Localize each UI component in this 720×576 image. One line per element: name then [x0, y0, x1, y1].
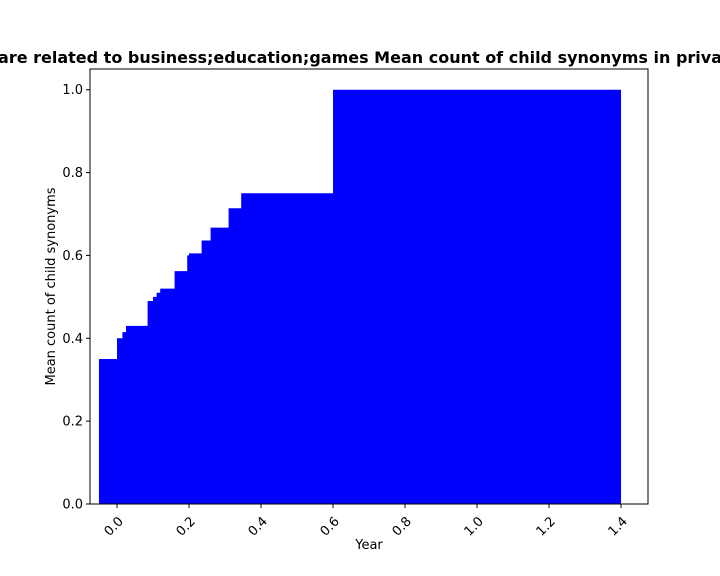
x-tick-label: 0.8: [390, 514, 415, 539]
series-area: [99, 89, 621, 504]
x-tick-label: 0.2: [174, 514, 199, 539]
plot-area: [99, 89, 621, 504]
y-tick-label: 0.2: [62, 415, 83, 430]
y-tick-label: 0.8: [62, 166, 83, 181]
x-axis-label: Year: [354, 538, 383, 553]
chart-title: are related to business;education;games …: [0, 48, 720, 67]
x-tick-label: 1.2: [534, 514, 559, 539]
y-axis-label: Mean count of child synonyms: [44, 187, 59, 385]
axes-frame: [89, 68, 649, 505]
y-tick-label: 0.0: [62, 498, 83, 513]
x-tick-label: 0.6: [318, 514, 343, 539]
y-tick-label: 1.0: [62, 83, 83, 98]
y-tick-label: 0.4: [62, 332, 83, 347]
x-tick-label: 1.4: [606, 514, 631, 539]
x-tick-label: 0.4: [246, 514, 271, 539]
x-tick-label: 0.0: [102, 514, 127, 539]
y-axis: 0.0 0.2 0.4 0.6 0.8 1.0: [62, 83, 90, 513]
x-tick-label: 1.0: [462, 514, 487, 539]
y-tick-label: 0.6: [62, 249, 83, 264]
x-axis: 0.0 0.2 0.4 0.6 0.8 1.0 1.2 1.4: [102, 504, 631, 539]
